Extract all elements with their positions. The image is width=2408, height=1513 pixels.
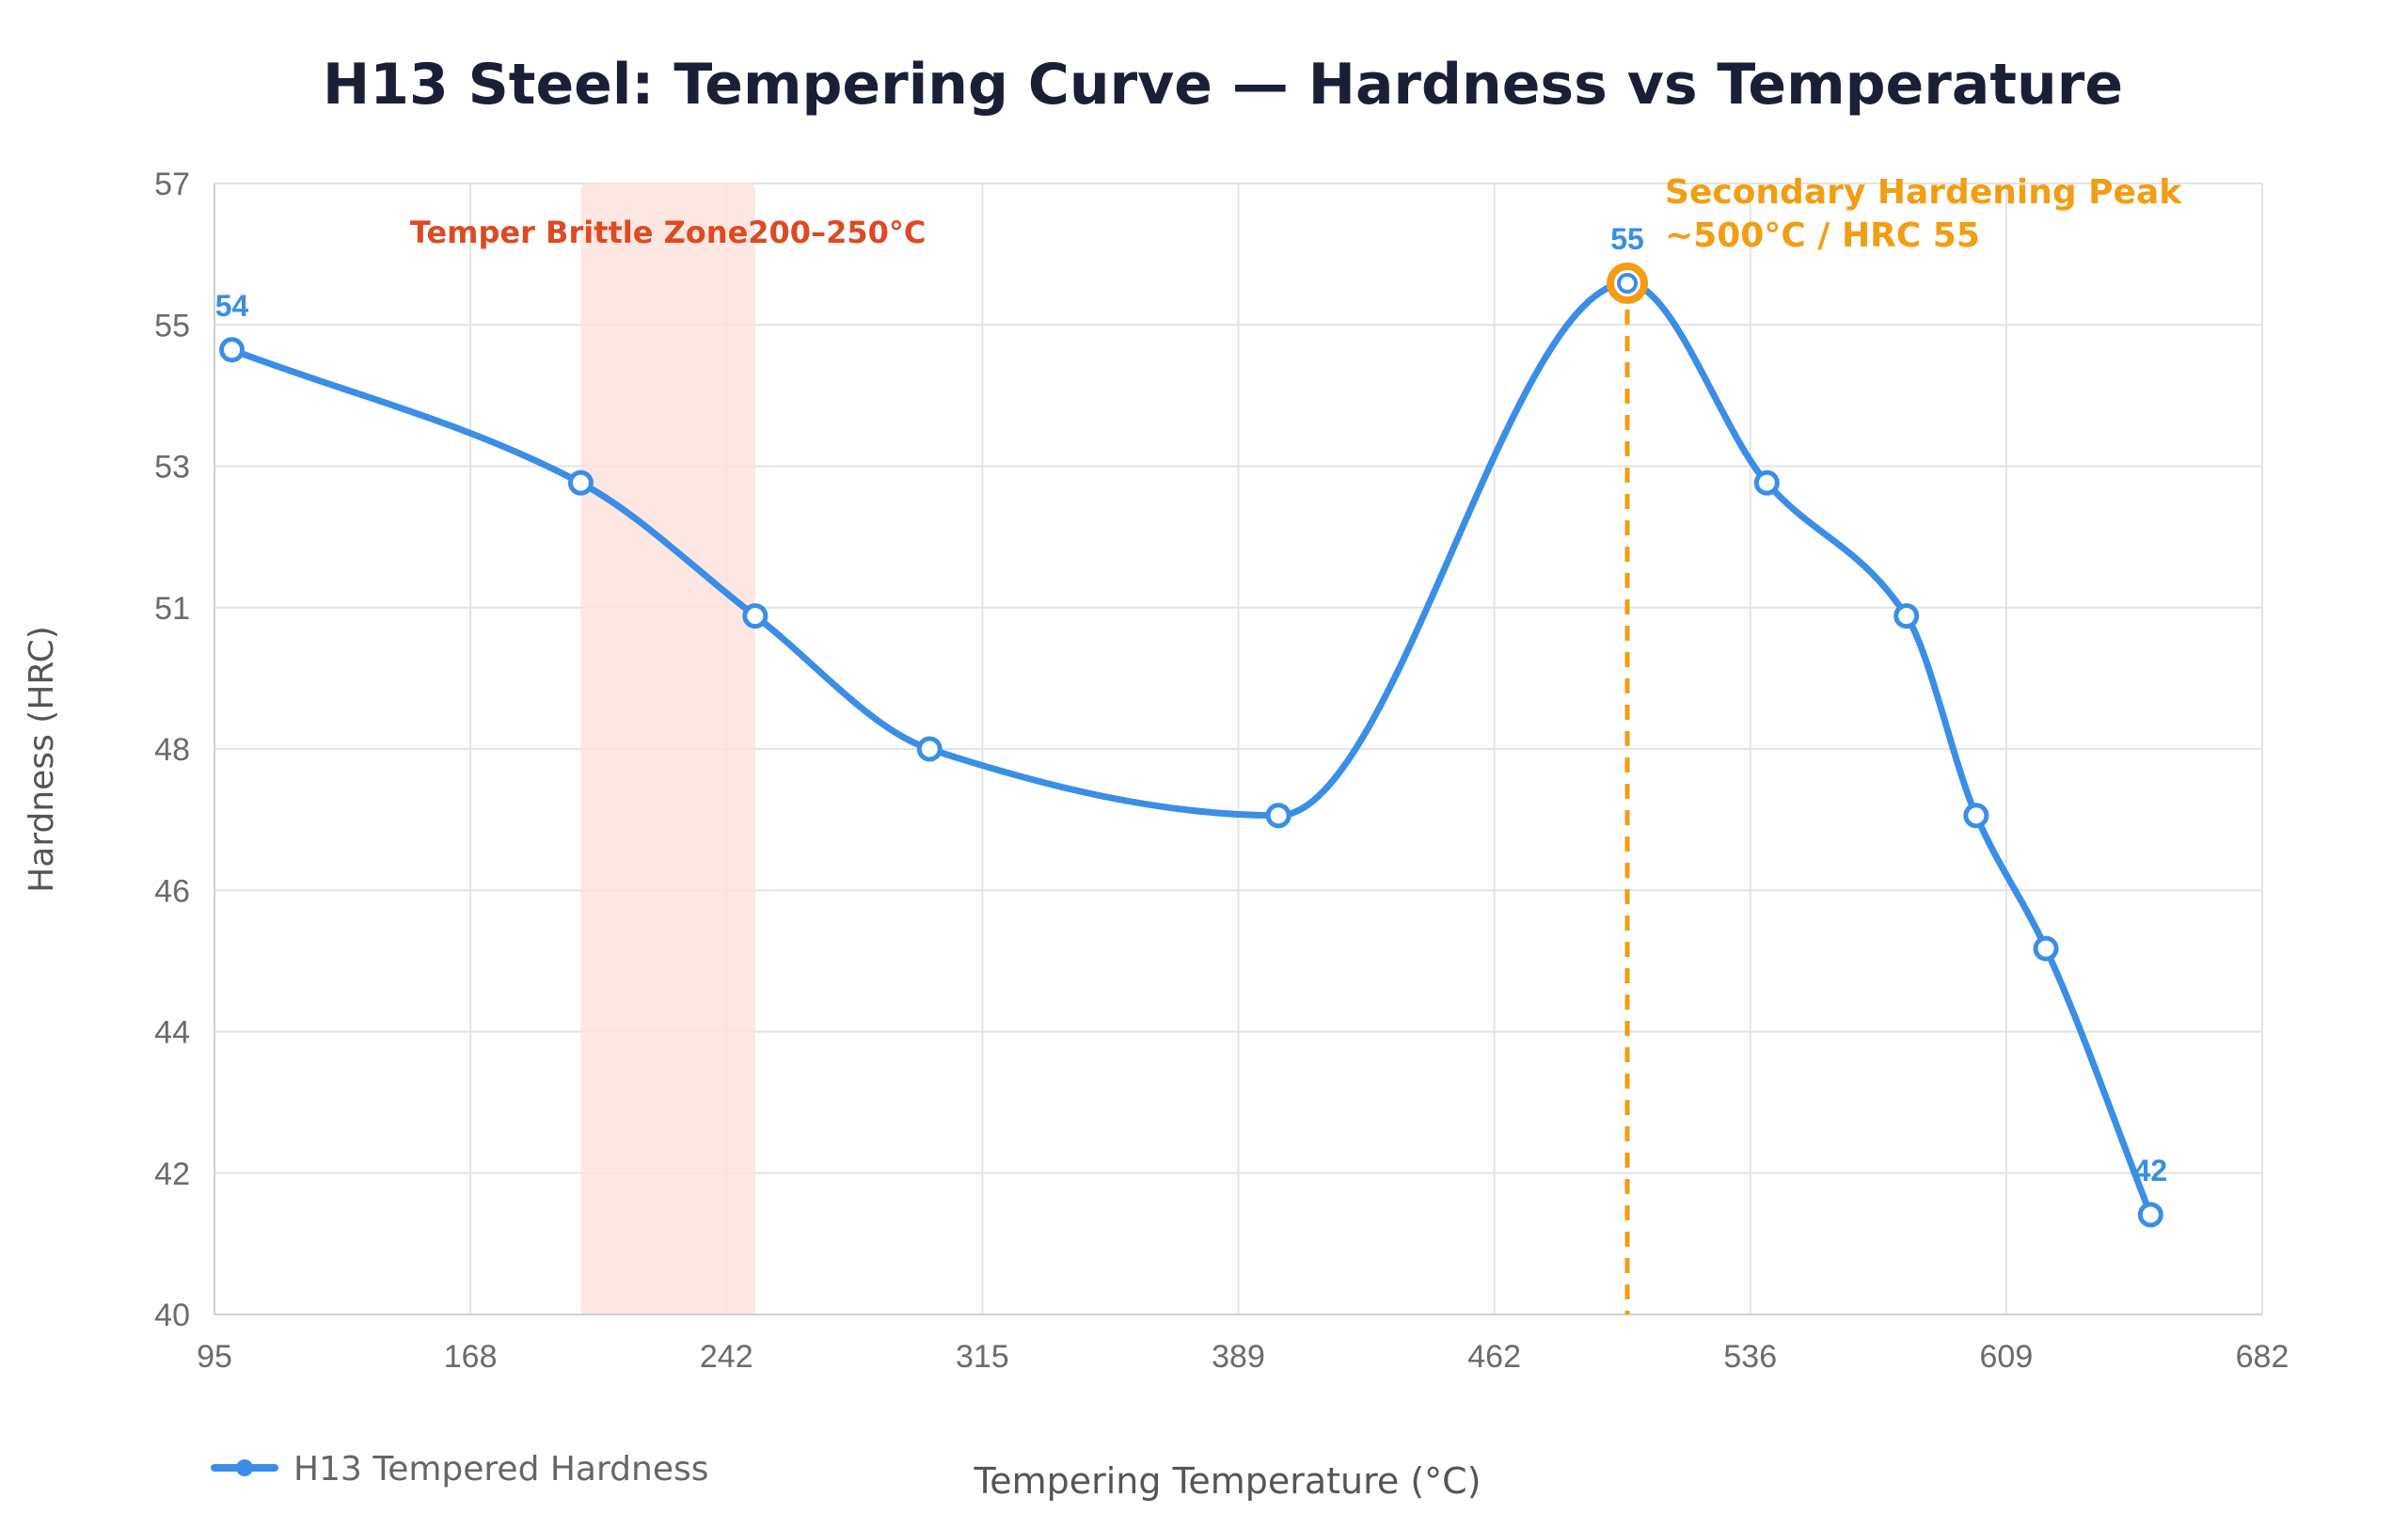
x-tick-label: 95 [197,1339,232,1375]
x-tick-label: 168 [444,1339,498,1375]
data-point [1617,273,1639,295]
data-label: 42 [2134,1154,2168,1187]
y-tick-label: 55 [154,308,190,343]
data-label: 54 [215,289,249,323]
data-point [2033,935,2059,962]
temper-brittle-band: Temper Brittle Zone200–250°C [410,183,926,1314]
data-point [1753,470,1780,496]
y-tick-label: 42 [154,1156,190,1192]
x-axis-title: Tempering Temperature (°C) [973,1460,1481,1502]
y-tick-label: 46 [154,873,190,909]
data-point [2137,1202,2163,1228]
data-label: 55 [1610,222,1644,256]
peak-label-line2: ~500°C / HRC 55 [1665,216,1980,255]
x-tick-label: 536 [1723,1339,1777,1375]
chart-title: H13 Steel: Tempering Curve — Hardness vs… [323,52,2123,118]
peak-label-line1: Secondary Hardening Peak [1665,173,2182,212]
temper-brittle-band-label: Temper Brittle Zone200–250°C [410,215,926,250]
x-tick-label: 462 [1467,1339,1521,1375]
axes: 95 168 242 315 389 462 536 609 682 40 42 44 46 48 51 53… [154,167,2289,1375]
legend-label: H13 Tempered Hardness [293,1450,709,1489]
y-tick-label: 53 [154,450,190,486]
data-point [1893,603,1920,629]
temper-brittle-band-rect [580,183,755,1314]
data-point [916,736,943,762]
legend-marker-icon [236,1459,253,1476]
y-tick-label: 44 [154,1015,190,1051]
series-h13 [219,263,2163,1228]
data-point [567,470,594,496]
x-tick-label: 389 [1212,1339,1265,1375]
data-labels: 54 55 42 [215,222,2167,1187]
peak-annotation: Secondary Hardening Peak ~500°C / HRC 55 [1624,173,2182,1314]
y-axis-title: Hardness (HRC) [23,626,61,893]
x-tick-label: 315 [956,1339,1009,1375]
x-tick-label: 609 [1980,1339,2034,1375]
y-tick-label: 40 [154,1298,190,1333]
x-tick-label: 242 [700,1339,753,1375]
grid [214,183,2263,1315]
data-point [1265,803,1291,829]
data-point [742,603,768,629]
data-point [219,337,246,363]
x-tick-label: 682 [2236,1339,2289,1375]
y-tick-label: 51 [154,591,190,627]
y-tick-label: 57 [154,167,190,202]
y-tick-label: 48 [154,732,190,768]
legend[interactable]: H13 Tempered Hardness [211,1450,709,1489]
data-point [1963,803,1989,829]
